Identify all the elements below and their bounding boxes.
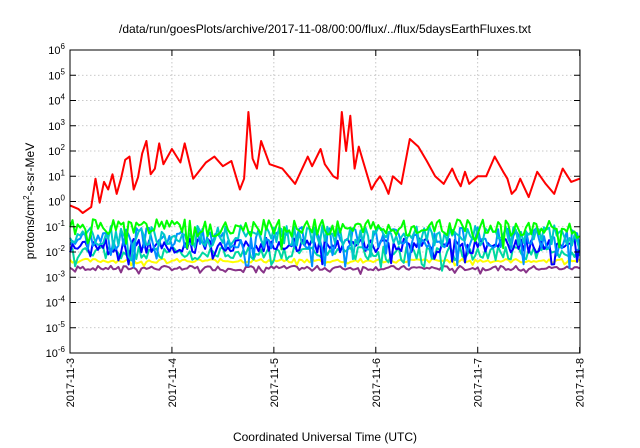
series-line [69,264,581,275]
x-tick-label: 2017-11-4 [167,358,179,407]
y-tick-label: 101 [48,168,65,183]
x-axis-label: Coordinated Universal Time (UTC) [233,430,417,444]
y-tick-base: 10 [46,222,58,234]
series-line [69,226,581,269]
y-tick-base: 10 [48,197,60,209]
y-tick-exp: 0 [61,194,66,203]
y-tick-base: 10 [48,96,60,108]
y-tick-exp: 3 [61,118,66,127]
grid [70,50,580,353]
y-tick-label: 10-3 [46,269,66,284]
y-tick-base: 10 [46,348,58,360]
y-tick-label: 106 [48,42,65,57]
ticks [69,49,581,354]
x-tick-label: 2017-11-7 [473,358,485,407]
y-tick-label: 10-4 [46,295,66,310]
x-tick-label: 2017-11-5 [269,358,281,407]
y-tick-exp: -3 [58,269,66,278]
y-tick-label: 10-2 [46,244,66,259]
y-axis-label-sup: 2 [22,195,31,200]
y-tick-base: 10 [48,45,60,57]
y-tick-label: 10-1 [46,219,66,234]
y-axis-label: protons/cm2-s-sr-MeV [22,143,37,259]
y-tick-exp: 2 [61,143,66,152]
x-tick-label: 2017-11-3 [65,358,77,407]
y-tick-base: 10 [48,121,60,133]
y-tick-base: 10 [46,298,58,310]
y-tick-exp: 4 [61,93,66,102]
y-tick-base: 10 [48,70,60,82]
y-axis-label-prefix: protons/cm [23,200,37,259]
y-tick-label: 103 [48,118,65,133]
y-axis-label-suffix: -s-sr-MeV [23,143,37,196]
y-tick-exp: -4 [58,295,66,304]
y-tick-label: 105 [48,67,65,82]
y-tick-base: 10 [46,247,58,259]
y-tick-exp: 1 [61,168,66,177]
y-tick-exp: -1 [58,219,66,228]
y-tick-base: 10 [46,272,58,284]
x-tick-label: 2017-11-8 [575,358,587,407]
y-tick-label: 104 [48,93,65,108]
y-tick-exp: 5 [61,67,66,76]
series-line [69,218,581,251]
y-tick-exp: -2 [58,244,66,253]
y-tick-base: 10 [48,171,60,183]
y-tick-exp: 6 [61,42,66,51]
x-tick-label: 2017-11-6 [371,358,383,407]
y-tick-base: 10 [46,323,58,335]
y-tick-label: 100 [48,194,65,209]
y-tick-label: 102 [48,143,65,158]
y-tick-label: 10-6 [46,345,66,360]
y-tick-label: 10-5 [46,320,66,335]
y-tick-base: 10 [48,146,60,158]
chart-title: /data/run/goesPlots/archive/2017-11-08/0… [119,22,532,36]
series-line [69,111,580,214]
series-lines [69,111,581,275]
y-tick-exp: -6 [58,345,66,354]
y-tick-exp: -5 [58,320,66,329]
